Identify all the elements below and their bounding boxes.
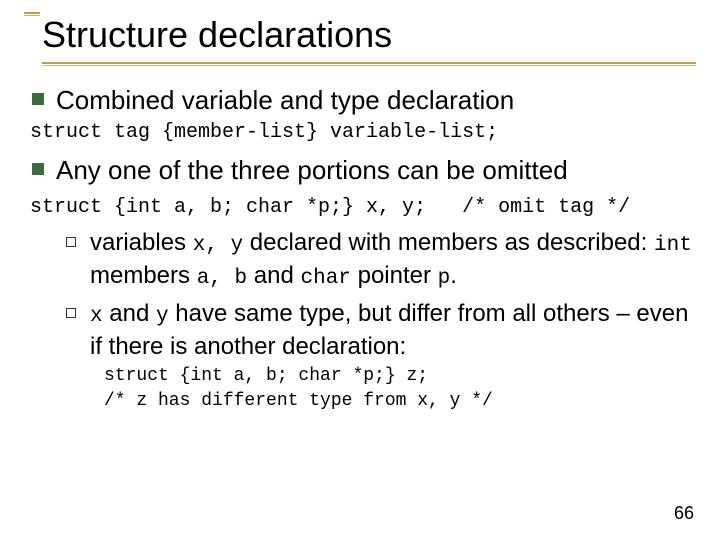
text-run: declared with members as described: bbox=[243, 229, 654, 256]
hollow-square-icon bbox=[66, 237, 76, 247]
text-run: . bbox=[450, 262, 457, 289]
sub-1-text: variables x, y declared with members as … bbox=[90, 227, 696, 294]
text-run: members bbox=[90, 262, 197, 289]
inline-code: x, y bbox=[193, 234, 243, 257]
slide: Structure declarations Combined variable… bbox=[0, 0, 720, 540]
bullet-item-2: Any one of the three portions can be omi… bbox=[32, 154, 696, 187]
bullet-2-text: Any one of the three portions can be omi… bbox=[56, 154, 568, 187]
text-run: pointer bbox=[351, 262, 438, 289]
inline-code: int bbox=[654, 234, 692, 257]
text-run: and bbox=[103, 300, 156, 327]
inline-code: p bbox=[438, 267, 451, 290]
text-run: have same type, but differ from all othe… bbox=[90, 300, 688, 360]
title-block: Structure declarations bbox=[42, 14, 696, 62]
inline-code: x bbox=[90, 305, 103, 328]
title-rule-left bbox=[24, 12, 40, 16]
content-area: Combined variable and type declaration s… bbox=[24, 84, 696, 412]
bullet-1-text: Combined variable and type declaration bbox=[56, 84, 514, 117]
inline-code: y bbox=[156, 305, 169, 328]
sub-2-text: x and y have same type, but differ from … bbox=[90, 298, 696, 364]
bullet-item-1: Combined variable and type declaration bbox=[32, 84, 696, 117]
square-bullet-icon bbox=[32, 93, 44, 105]
inline-code: char bbox=[301, 267, 351, 290]
text-run: variables bbox=[90, 229, 193, 256]
code-line-1: struct tag {member-list} variable-list; bbox=[30, 121, 696, 144]
hollow-square-icon bbox=[66, 308, 76, 318]
slide-title: Structure declarations bbox=[42, 14, 696, 56]
code-line-3b: /* z has different type from x, y */ bbox=[104, 390, 696, 413]
sub-bullet-2: x and y have same type, but differ from … bbox=[66, 298, 696, 364]
code-line-3a: struct {int a, b; char *p;} z; bbox=[104, 365, 696, 388]
code-line-2: struct {int a, b; char *p;} x, y; /* omi… bbox=[30, 196, 696, 219]
text-run: and bbox=[247, 262, 300, 289]
square-bullet-icon bbox=[32, 163, 44, 175]
sub-bullet-1: variables x, y declared with members as … bbox=[66, 227, 696, 294]
inline-code: a, b bbox=[197, 267, 247, 290]
page-number: 66 bbox=[674, 503, 694, 524]
